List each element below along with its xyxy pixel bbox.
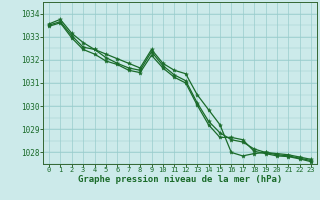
X-axis label: Graphe pression niveau de la mer (hPa): Graphe pression niveau de la mer (hPa): [78, 175, 282, 184]
